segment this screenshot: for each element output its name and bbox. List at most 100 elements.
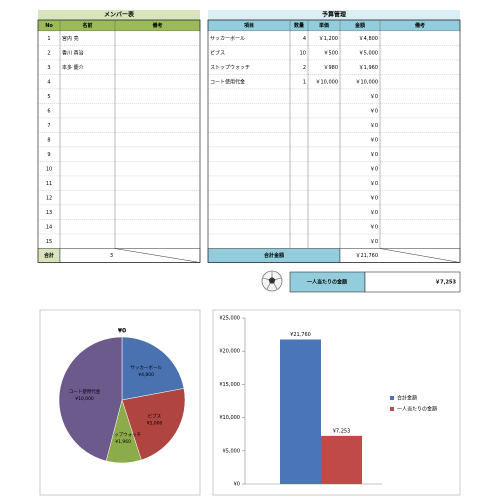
diagonal — [379, 248, 461, 263]
budget-total: ￥21,760 — [356, 253, 379, 259]
budget-item: ビブス — [210, 49, 225, 56]
member-row — [37, 74, 201, 90]
member-no: 7 — [47, 123, 50, 129]
budget-row — [207, 219, 461, 235]
budget-header: 金額 — [354, 22, 365, 29]
member-no: 8 — [47, 137, 50, 143]
pie-slice — [121, 388, 186, 461]
member-name: 宮内 亮 — [62, 35, 79, 42]
member-no: 10 — [46, 166, 52, 172]
member-row — [37, 161, 201, 177]
y-tick-label: ¥25,000 — [219, 316, 240, 322]
member-row — [37, 59, 201, 75]
budget-amount: ￥1,960 — [359, 65, 378, 71]
budget-qty: 4 — [303, 36, 306, 42]
y-tick-label: ¥15,000 — [219, 382, 240, 388]
member-total: 3 — [110, 253, 113, 259]
budget-item: ストップウォッチ — [210, 64, 250, 71]
member-row — [37, 219, 201, 235]
budget-row — [207, 132, 461, 148]
member-header: 名前 — [82, 22, 92, 29]
bar-value-label: ¥7,253 — [333, 428, 351, 434]
member-no: 6 — [47, 108, 50, 114]
member-no: 12 — [46, 195, 52, 201]
y-tick-label: ¥5,000 — [223, 448, 241, 454]
budget-amount: ￥0 — [370, 210, 378, 216]
budget-qty: 10 — [300, 50, 306, 56]
pie-title: ¥0 — [118, 328, 126, 335]
member-header: No — [45, 23, 53, 29]
member-row — [37, 146, 201, 162]
member-name: 香川 真治 — [62, 49, 84, 56]
member-name: 本多 慶介 — [62, 64, 84, 71]
budget-amount: ￥0 — [370, 195, 378, 201]
member-no: 13 — [46, 210, 52, 216]
budget-amount: ￥0 — [370, 239, 378, 245]
pie-value-label: ¥10,000 — [75, 396, 94, 402]
member-row — [37, 190, 201, 206]
budget-amount: ￥0 — [370, 94, 378, 100]
soccer-ball — [261, 270, 283, 292]
pie-value-label: ¥4,800 — [138, 372, 154, 378]
budget-row — [207, 161, 461, 177]
budget-row — [207, 117, 461, 133]
member-row — [37, 233, 201, 249]
budget-row — [207, 190, 461, 206]
budget-amount: ￥0 — [370, 108, 378, 114]
budget-header: 数量 — [294, 22, 304, 29]
bar — [321, 435, 362, 484]
legend-label: 合計金額 — [397, 395, 417, 402]
member-no: 9 — [47, 152, 50, 158]
member-header: 備考 — [152, 22, 162, 29]
member-row — [37, 175, 201, 191]
member-frame — [37, 19, 201, 263]
budget-frame — [207, 19, 461, 263]
member-row — [37, 45, 201, 61]
budget-qty: 1 — [303, 79, 306, 85]
budget-qty: 2 — [303, 65, 306, 71]
member-no: 5 — [47, 94, 50, 100]
budget-header: 備考 — [415, 22, 425, 29]
budget-price: ￥10,000 — [316, 79, 339, 85]
legend-label: 一人当たりの金額 — [397, 406, 437, 413]
pie-category-label: サッカーボール — [130, 364, 162, 371]
budget-price: ￥500 — [323, 50, 338, 56]
member-no: 14 — [46, 224, 52, 230]
member-header-bg — [37, 19, 201, 32]
budget-item: サッカーボール — [210, 35, 245, 42]
per-person-value-bg — [364, 271, 461, 293]
budget-amount: ￥5,000 — [359, 50, 378, 56]
member-total-label: 合計 — [43, 252, 54, 259]
bar — [280, 339, 321, 484]
per-person-value: ￥7,253 — [435, 280, 456, 286]
y-tick-label: ¥0 — [234, 482, 240, 488]
pie-value-label: ¥1,960 — [115, 439, 131, 445]
pie-category-label: ビブス — [148, 412, 162, 419]
member-no: 2 — [47, 50, 50, 56]
budget-amount: ￥0 — [370, 166, 378, 172]
budget-row — [207, 175, 461, 191]
member-no: 3 — [47, 65, 50, 71]
pie-slice — [121, 336, 185, 401]
budget-header: 項目 — [244, 22, 254, 29]
budget-row — [207, 233, 461, 249]
budget-header: 単価 — [319, 22, 329, 29]
budget-price: ￥980 — [323, 65, 338, 71]
per-person-label: 一人当たりの金額 — [307, 279, 347, 286]
diagonal — [114, 248, 201, 263]
budget-title-bg — [208, 10, 460, 20]
budget-row — [207, 146, 461, 162]
pie-category-label: コート使用代金 — [69, 388, 101, 395]
budget-amount: ￥4,800 — [359, 36, 378, 42]
budget-price: ￥1,200 — [319, 36, 338, 42]
legend-swatch — [390, 407, 394, 411]
pie-category-label: ストップウォッチ — [105, 431, 141, 438]
member-no: 15 — [46, 239, 52, 245]
member-row — [37, 117, 201, 133]
budget-amount: ￥10,000 — [356, 79, 379, 85]
member-row — [37, 103, 201, 119]
member-no: 1 — [47, 36, 50, 42]
budget-row — [207, 204, 461, 220]
member-no: 11 — [46, 181, 52, 187]
